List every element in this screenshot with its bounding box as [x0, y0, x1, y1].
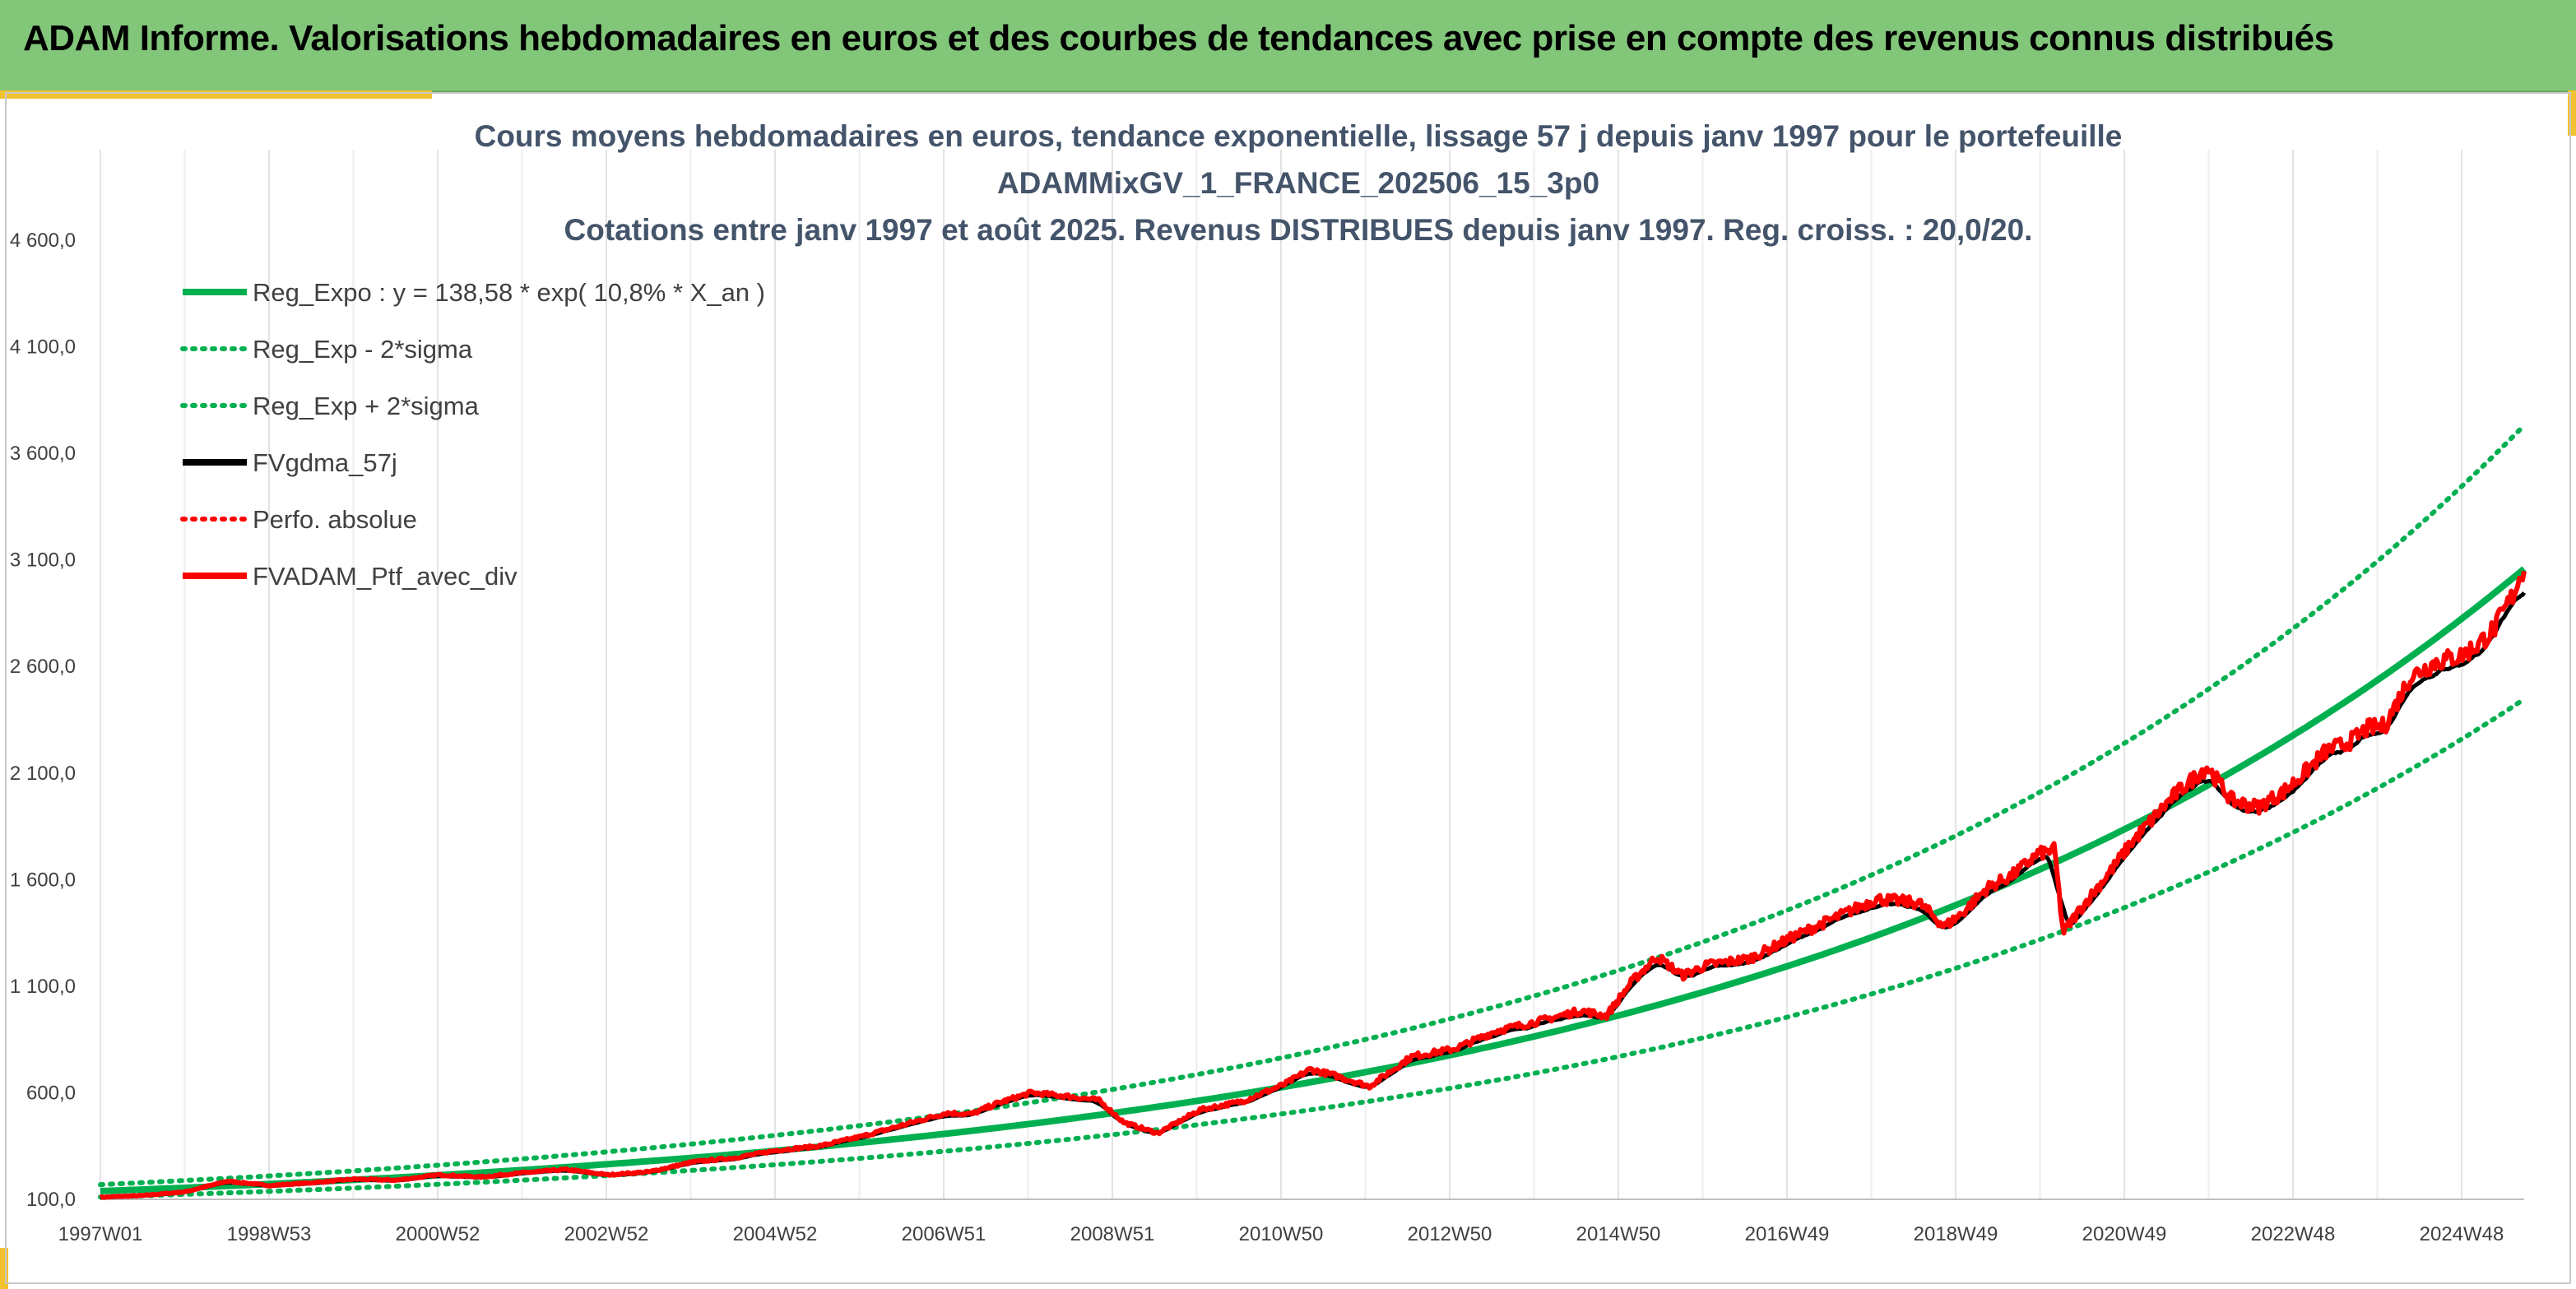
legend-label-perf: Perfo. absolue: [253, 505, 417, 534]
legend-label-lower: Reg_Exp - 2*sigma: [253, 335, 473, 364]
y-tick-label: 3 600,0: [10, 443, 76, 465]
x-tick-label: 2006W51: [902, 1223, 986, 1245]
y-tick-label: 100,0: [26, 1189, 76, 1211]
chart-title: Cours moyens hebdomadaires en euros, ten…: [475, 119, 2123, 247]
x-tick-label: 2004W52: [733, 1223, 818, 1245]
x-tick-label: 2016W49: [1745, 1223, 1830, 1245]
y-tick-label: 3 100,0: [10, 549, 76, 572]
y-tick-label: 1 600,0: [10, 869, 76, 891]
header-banner: ADAM Informe. Valorisations hebdomadaire…: [0, 0, 2576, 92]
y-tick-label: 4 100,0: [10, 336, 76, 359]
legend-label-portfolio: FVADAM_Ptf_avec_div: [253, 562, 518, 591]
x-axis-ticks: 1997W01 1998W53 2000W52 2002W52 2004W52 2006W…: [58, 1223, 2504, 1245]
accent-bar-bottom-left: [0, 1248, 8, 1289]
y-tick-label: 2 100,0: [10, 763, 76, 785]
chart-series: [98, 423, 2527, 1200]
series-portfolio: [99, 570, 2527, 1200]
x-tick-label: 2002W52: [564, 1223, 649, 1245]
x-tick-label: 2008W51: [1070, 1223, 1155, 1245]
x-tick-label: 2012W50: [1408, 1223, 1492, 1245]
x-tick-label: 1997W01: [58, 1223, 143, 1245]
series-trend: [100, 566, 2527, 1194]
chart-legend: Reg_Expo : y = 138,58 * exp( 10,8% * X_a…: [180, 278, 765, 591]
y-tick-label: 1 100,0: [10, 976, 76, 998]
y-axis-ticks: 100,0 600,0 1 100,0 1 600,0 2 100,0 2 600,0 3 …: [10, 230, 76, 1211]
chart-grid: [100, 150, 2524, 1200]
chart-frame: [5, 92, 2571, 1284]
legend-label-upper: Reg_Exp + 2*sigma: [253, 392, 480, 420]
legend-label-gdma: FVgdma_57j: [253, 448, 397, 477]
x-tick-label: 2024W48: [2420, 1223, 2504, 1245]
chart-title-line-2: ADAMMixGV_1_FRANCE_202506_15_3p0: [997, 166, 1599, 200]
y-tick-label: 2 600,0: [10, 656, 76, 678]
y-tick-label: 600,0: [26, 1082, 76, 1104]
y-tick-label: 4 600,0: [10, 230, 76, 252]
x-tick-label: 2010W50: [1239, 1223, 1324, 1245]
series-lower-band: [98, 696, 2527, 1200]
x-tick-label: 1998W53: [227, 1223, 312, 1245]
accent-bar-top-left: [0, 90, 432, 99]
x-tick-label: 2000W52: [396, 1223, 480, 1245]
x-tick-label: 2018W49: [1914, 1223, 1998, 1245]
x-tick-label: 2020W49: [2082, 1223, 2167, 1245]
x-tick-label: 2022W48: [2251, 1223, 2336, 1245]
x-tick-label: 2014W50: [1576, 1223, 1661, 1245]
accent-bar-top-right: [2568, 90, 2576, 136]
chart-title-line-1: Cours moyens hebdomadaires en euros, ten…: [475, 119, 2123, 153]
series-upper-band: [98, 423, 2527, 1188]
legend-label-trend: Reg_Expo : y = 138,58 * exp( 10,8% * X_a…: [253, 278, 765, 307]
page-title: ADAM Informe. Valorisations hebdomadaire…: [23, 18, 2334, 58]
chart-title-line-3: Cotations entre janv 1997 et août 2025. …: [564, 213, 2033, 247]
